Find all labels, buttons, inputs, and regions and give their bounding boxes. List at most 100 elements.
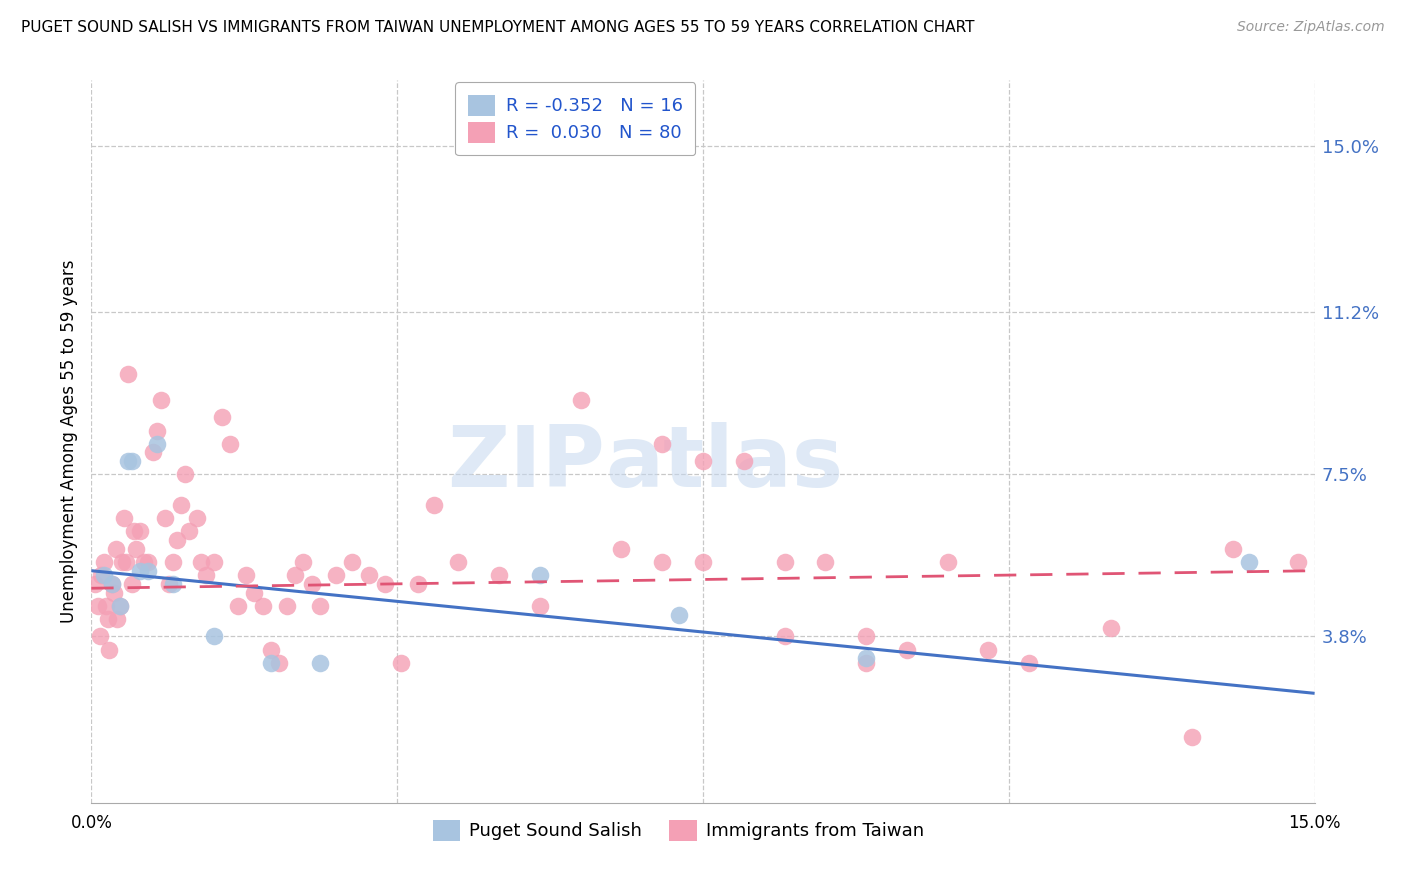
Point <box>243 585 266 599</box>
Point <box>855 629 877 643</box>
Point <box>260 656 283 670</box>
Point <box>342 555 364 569</box>
Point <box>87 599 110 613</box>
Text: PUGET SOUND SALISH VS IMMIGRANTS FROM TAIWAN UNEMPLOYMENT AMONG AGES 55 TO 59 YE: PUGET SOUND SALISH VS IMMIGRANTS FROM TA… <box>21 20 974 35</box>
Point <box>301 577 323 591</box>
Point <box>134 555 156 569</box>
Point <box>692 454 714 468</box>
Point <box>112 511 135 525</box>
Point <box>162 577 184 591</box>
Point <box>651 555 673 569</box>
Point <box>284 568 307 582</box>
Point <box>101 577 124 591</box>
Point <box>219 436 242 450</box>
Point <box>129 564 152 578</box>
Point <box>108 599 131 613</box>
Point <box>174 467 197 482</box>
Point <box>855 651 877 665</box>
Point <box>103 585 125 599</box>
Point <box>108 599 131 613</box>
Point <box>89 629 111 643</box>
Text: atlas: atlas <box>605 422 844 505</box>
Point <box>211 410 233 425</box>
Point <box>98 642 121 657</box>
Point <box>107 612 129 626</box>
Point <box>977 642 1000 657</box>
Point <box>117 454 139 468</box>
Legend: Puget Sound Salish, Immigrants from Taiwan: Puget Sound Salish, Immigrants from Taiw… <box>426 813 931 848</box>
Point <box>129 524 152 539</box>
Point <box>84 577 107 591</box>
Point <box>179 524 201 539</box>
Text: ZIP: ZIP <box>447 422 605 505</box>
Point <box>186 511 208 525</box>
Point <box>488 568 510 582</box>
Point <box>1286 555 1309 569</box>
Point <box>93 568 115 582</box>
Point <box>896 642 918 657</box>
Point <box>692 555 714 569</box>
Point <box>389 656 412 670</box>
Point <box>447 555 470 569</box>
Point <box>569 392 592 407</box>
Point <box>145 436 167 450</box>
Point <box>202 629 225 643</box>
Point <box>1099 621 1122 635</box>
Point <box>260 642 283 657</box>
Point <box>194 568 217 582</box>
Point <box>1181 730 1204 744</box>
Point <box>170 498 193 512</box>
Point <box>157 577 180 591</box>
Point <box>121 577 143 591</box>
Y-axis label: Unemployment Among Ages 55 to 59 years: Unemployment Among Ages 55 to 59 years <box>59 260 77 624</box>
Point <box>101 577 124 591</box>
Point <box>308 656 330 670</box>
Point <box>936 555 959 569</box>
Point <box>125 541 148 556</box>
Point <box>610 541 633 556</box>
Point <box>267 656 290 670</box>
Point <box>773 629 796 643</box>
Point <box>117 367 139 381</box>
Point <box>122 524 145 539</box>
Point <box>357 568 380 582</box>
Point <box>1222 541 1244 556</box>
Point <box>162 555 184 569</box>
Point <box>121 454 143 468</box>
Point <box>773 555 796 569</box>
Point <box>814 555 837 569</box>
Point <box>529 599 551 613</box>
Point <box>1018 656 1040 670</box>
Point <box>111 555 134 569</box>
Point <box>374 577 396 591</box>
Point <box>651 436 673 450</box>
Point <box>149 392 172 407</box>
Point <box>153 511 176 525</box>
Point <box>252 599 274 613</box>
Point <box>308 599 330 613</box>
Point <box>202 555 225 569</box>
Point <box>226 599 249 613</box>
Point <box>855 656 877 670</box>
Point <box>292 555 315 569</box>
Point <box>423 498 446 512</box>
Point <box>114 555 136 569</box>
Point <box>529 568 551 582</box>
Point <box>104 541 127 556</box>
Point <box>733 454 755 468</box>
Point <box>138 555 160 569</box>
Point <box>138 564 160 578</box>
Point <box>668 607 690 622</box>
Point <box>141 445 163 459</box>
Point <box>276 599 298 613</box>
Point <box>97 612 120 626</box>
Point <box>94 599 117 613</box>
Point <box>145 424 167 438</box>
Text: Source: ZipAtlas.com: Source: ZipAtlas.com <box>1237 20 1385 34</box>
Point <box>235 568 257 582</box>
Point <box>325 568 347 582</box>
Point <box>93 555 115 569</box>
Point <box>1239 555 1261 569</box>
Point <box>190 555 212 569</box>
Point <box>90 568 112 582</box>
